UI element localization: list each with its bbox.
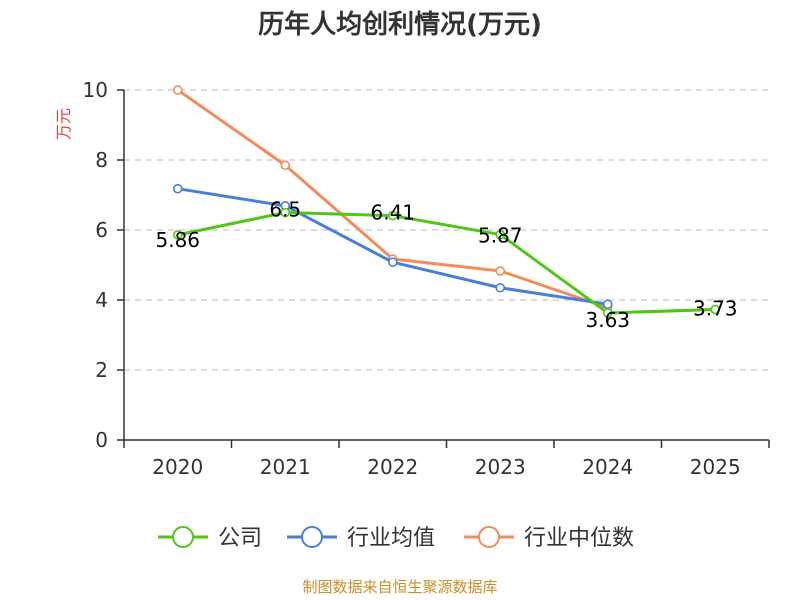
data-point-2-2023 [495, 266, 506, 276]
legend-label: 公司 [218, 526, 262, 551]
data-point-1-2022 [387, 257, 398, 268]
data-label-2020: 5.86 [155, 228, 200, 252]
y-axis-label: 万元 [54, 108, 73, 140]
chart-title: 历年人均创利情况(万元) [258, 9, 542, 40]
legend-marker [478, 526, 500, 548]
legend-marker [301, 526, 323, 548]
x-tick-label-2025: 2025 [690, 455, 741, 479]
legend-item-2[interactable]: 行业中位数 [464, 526, 634, 551]
grid-lines [124, 89, 769, 371]
data-point-0-2020 [172, 230, 183, 240]
data-point-2-2020 [172, 85, 183, 95]
y-tick-label: 8 [95, 148, 108, 172]
x-tick-label-2022: 2022 [367, 455, 418, 479]
data-label-2022: 6.41 [370, 201, 415, 225]
data-point-0-2022 [387, 210, 398, 221]
series-line-0 [177, 211, 716, 315]
y-tick-label: 2 [95, 358, 108, 382]
data-point-0-2024 [602, 308, 613, 318]
legend-label: 行业中位数 [524, 526, 634, 551]
legend-label: 行业均值 [347, 526, 435, 551]
y-tick-label: 0 [95, 428, 108, 452]
legend: 公司 行业均值 行业中位数 [158, 526, 634, 551]
data-label-2025: 3.73 [693, 296, 738, 320]
series-layer [172, 85, 721, 318]
x-tick-label-2023: 2023 [475, 455, 526, 479]
data-labels: 5.86 6.5 6.41 5.87 3.63 3.73 [155, 198, 737, 332]
y-tick-label: 4 [95, 288, 108, 312]
data-point-0-2023 [495, 229, 506, 240]
y-tick-label: 6 [95, 218, 108, 242]
x-tick-label-2020: 2020 [152, 455, 203, 479]
data-point-1-2020 [172, 183, 183, 194]
source-note: 制图数据来自恒生聚源数据库 [302, 578, 497, 596]
data-point-0-2021 [280, 207, 291, 218]
axes: 0 2 4 6 8 10 2020 2021 2022 2023 2024 2025 [83, 78, 770, 479]
legend-item-1[interactable]: 行业均值 [287, 526, 435, 551]
legend-marker [172, 526, 194, 548]
data-label-2024: 3.63 [585, 308, 630, 332]
x-tick-label-2024: 2024 [582, 455, 633, 479]
y-tick-label: 10 [83, 78, 108, 102]
data-point-2-2021 [280, 160, 291, 171]
x-tick-label-2021: 2021 [260, 455, 311, 479]
data-point-1-2023 [495, 282, 506, 293]
legend-item-0[interactable]: 公司 [158, 526, 262, 551]
data-label-2021: 6.5 [269, 198, 301, 222]
data-point-0-2025 [710, 304, 721, 315]
data-label-2023: 5.87 [478, 224, 523, 248]
